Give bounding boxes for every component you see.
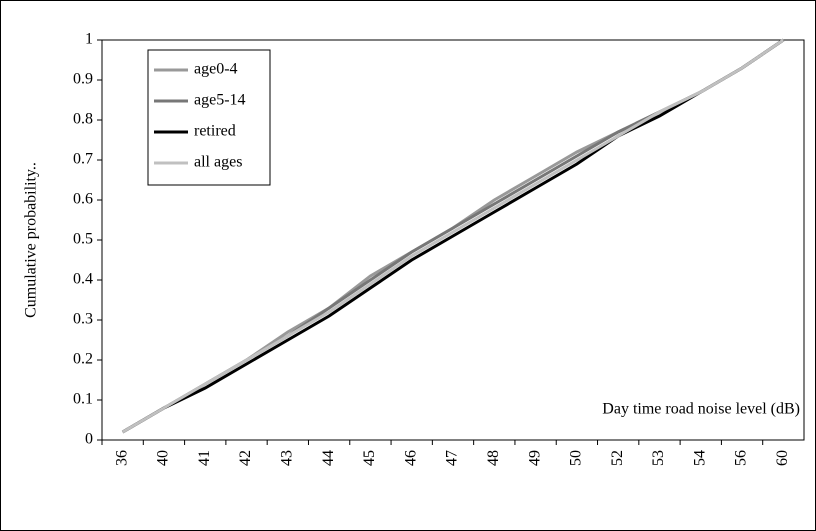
x-tick-label: 48	[485, 450, 502, 466]
x-tick-label: 46	[402, 450, 419, 466]
y-tick-label: 0.6	[73, 191, 93, 208]
x-tick-label: 60	[774, 450, 791, 466]
y-axis-title: Cumulative probability..	[23, 162, 40, 318]
y-tick-label: 0	[85, 431, 93, 448]
legend-label: all ages	[194, 154, 242, 171]
x-tick-label: 47	[444, 450, 461, 466]
y-tick-label: 0.4	[73, 271, 93, 288]
y-tick-label: 0.1	[73, 391, 93, 408]
y-tick-label: 0.5	[73, 231, 93, 248]
line-series	[121, 38, 785, 434]
y-tick-label: 0.7	[73, 151, 93, 168]
x-tick-label: 52	[609, 450, 626, 466]
x-tick-label: 54	[691, 450, 708, 466]
x-tick-label: 40	[155, 450, 172, 466]
legend-label: age5-14	[194, 92, 246, 109]
y-tick-label: 1	[85, 31, 93, 48]
legend-label: retired	[194, 123, 236, 140]
x-axis-title: Day time road noise level (dB)	[602, 401, 800, 418]
x-tick-label: 45	[361, 450, 378, 466]
x-tick-label: 49	[526, 450, 543, 466]
x-tick-label: 56	[733, 450, 750, 466]
line-series	[121, 38, 785, 434]
y-tick-label: 0.2	[73, 351, 93, 368]
legend-label: age0-4	[194, 61, 238, 78]
x-tick-label: 43	[278, 450, 295, 466]
y-tick-label: 0.9	[73, 71, 93, 88]
x-tick-label: 50	[568, 450, 585, 466]
x-tick-label: 53	[650, 450, 667, 466]
y-tick-label: 0.8	[73, 111, 93, 128]
x-tick-label: 41	[196, 450, 213, 466]
x-tick-label: 44	[320, 450, 337, 466]
y-tick-label: 0.3	[73, 311, 93, 328]
x-tick-label: 36	[113, 450, 130, 466]
x-tick-label: 42	[237, 450, 254, 466]
